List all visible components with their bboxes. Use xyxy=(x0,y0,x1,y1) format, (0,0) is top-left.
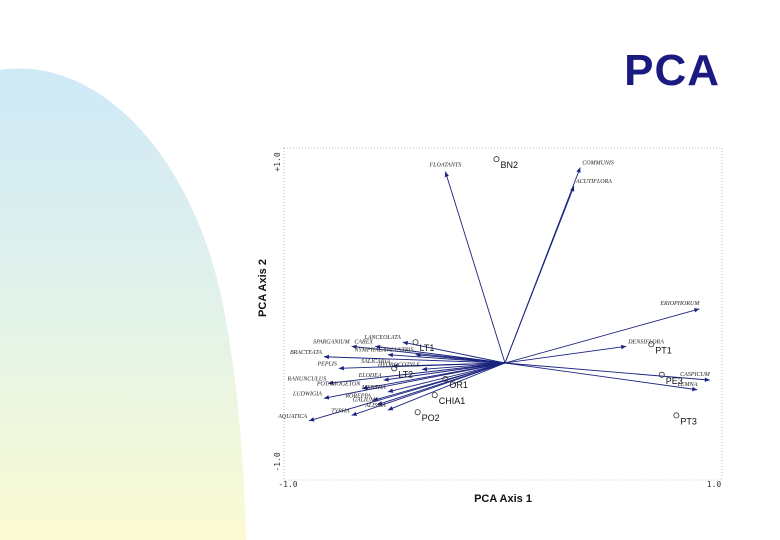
x-tick-max: 1.0 xyxy=(707,480,722,489)
vector-head-potamogeton xyxy=(362,385,368,390)
vector-peplis xyxy=(338,362,506,369)
vector-label-roreppa: ROREPPA xyxy=(344,393,371,399)
vector-eriophorum xyxy=(504,308,700,364)
site-marker-bn2 xyxy=(493,156,500,163)
vector-bracteata xyxy=(323,356,506,364)
vector-elodea xyxy=(383,362,506,381)
vector-label-lemna: LEMNA xyxy=(677,382,698,388)
vector-head-alisma xyxy=(387,406,394,411)
vector-typha xyxy=(351,362,506,416)
vector-palustris xyxy=(415,354,506,364)
vector-head-lanceolata xyxy=(402,341,409,346)
vector-head-eriophorum xyxy=(693,308,700,313)
vector-head-peplis xyxy=(338,365,344,371)
vector-head-bracteata xyxy=(323,354,330,360)
vector-head-aquatica xyxy=(309,417,315,422)
y-tick-min: -1.0 xyxy=(273,452,282,471)
site-marker-lt1 xyxy=(412,339,419,346)
vector-label-communis: COMMUNIS xyxy=(582,160,614,166)
vector-head-ranunculus xyxy=(328,380,334,385)
vector-label-galium: GALIUM xyxy=(353,398,377,404)
vector-head-densiflora xyxy=(620,344,627,350)
vector-label-ranunculus: RANUNCULUS xyxy=(287,376,327,382)
site-marker-lt2 xyxy=(391,365,398,372)
vector-label-salicaria: SALICARIA xyxy=(361,359,390,365)
vector-label-mentha: MENTHA xyxy=(361,385,386,391)
vector-head-lemna xyxy=(692,386,698,392)
vector-label-densiflora: DENSIFLORA xyxy=(627,339,664,345)
vector-ranunculus xyxy=(328,362,506,384)
site-label-lt1: LT1 xyxy=(420,343,435,353)
vector-label-hydrocotyle: HYDROCOTYLE xyxy=(377,362,420,368)
vector-label-peplis: PEPLIS xyxy=(317,361,337,367)
site-label-chia1: CHIA1 xyxy=(439,396,466,406)
slide-title: PCA xyxy=(624,46,720,95)
vector-aquatica xyxy=(308,362,506,422)
site-marker-pt1 xyxy=(648,341,655,348)
vector-densiflora xyxy=(504,345,627,364)
site-label-lt2: LT2 xyxy=(398,369,413,379)
vector-head-acutiflora xyxy=(570,186,575,192)
vector-head-mentha xyxy=(387,388,394,393)
vector-head-caspicum xyxy=(704,377,710,382)
vector-hydrocotyle xyxy=(421,362,506,370)
site-marker-pt3 xyxy=(673,412,680,419)
vector-label-carex: CAREX xyxy=(354,339,373,345)
vector-head-elodea xyxy=(383,377,389,382)
vector-acutiflora xyxy=(504,186,575,364)
vector-label-alisma: ALISMA xyxy=(364,403,386,409)
site-marker-chia1 xyxy=(431,392,438,399)
y-tick-max: +1.0 xyxy=(273,152,282,171)
vector-mentha xyxy=(387,362,506,393)
site-marker-or1 xyxy=(442,376,449,383)
vector-label-elodea: ELODEA xyxy=(358,373,382,379)
vector-label-floatants: FLOATANTS xyxy=(429,163,462,169)
vector-head-carex xyxy=(375,344,381,350)
vector-lemna xyxy=(504,362,698,391)
plot-frame xyxy=(283,147,723,481)
vector-caspicum xyxy=(504,362,710,381)
vector-alisma xyxy=(387,362,506,411)
vector-label-lanceolata: LANCEOLATA xyxy=(363,335,401,341)
vector-floatants xyxy=(444,171,506,364)
vector-label-caspicum: CASPICUM xyxy=(680,372,711,378)
vector-head-sparganium xyxy=(351,344,357,350)
vector-head-galium xyxy=(377,401,383,406)
site-marker-pe3 xyxy=(658,371,665,378)
vector-head-nymphaea xyxy=(387,352,393,358)
vector-label-aquatica: AQUATICA xyxy=(277,414,307,420)
vector-label-eriophorum: ERIOPHORUM xyxy=(659,301,700,307)
site-marker-po2 xyxy=(414,409,421,416)
vector-head-palustris xyxy=(415,352,421,358)
vector-head-typha xyxy=(351,411,358,416)
vector-ludwigia xyxy=(323,362,506,399)
vector-head-hydrocotyle xyxy=(421,366,428,372)
vector-label-nymphaea: NYMPHAEA xyxy=(354,348,387,354)
vector-label-ludwigia: LUDWIGIA xyxy=(292,391,322,397)
site-label-pt3: PT3 xyxy=(680,416,697,426)
site-label-or1: OR1 xyxy=(449,380,468,390)
vector-head-roreppa xyxy=(372,396,379,402)
site-label-pe3: PE3 xyxy=(666,376,683,386)
vector-label-bracteata: BRACTEATA xyxy=(290,350,322,356)
vector-label-typha: TYPHA xyxy=(331,408,350,414)
vector-label-palustris: PALUSTRIS xyxy=(383,348,413,354)
vector-head-floatants xyxy=(444,171,449,178)
site-label-pt1: PT1 xyxy=(655,345,672,355)
x-axis-title: PCA Axis 1 xyxy=(474,493,532,505)
site-label-po2: PO2 xyxy=(422,413,440,423)
vector-lanceolata xyxy=(402,341,506,364)
y-axis-title: PCA Axis 2 xyxy=(257,259,269,317)
vector-head-communis xyxy=(576,167,581,173)
x-tick-min: -1.0 xyxy=(278,480,297,489)
vector-label-potamogeton: POTAMOGETON xyxy=(316,382,361,388)
vector-label-acutiflora: ACUTIFLORA xyxy=(575,179,612,185)
vector-label-sparganium: SPARGANIUM xyxy=(313,339,351,345)
vector-head-ludwigia xyxy=(323,395,330,400)
site-label-bn2: BN2 xyxy=(500,160,518,170)
